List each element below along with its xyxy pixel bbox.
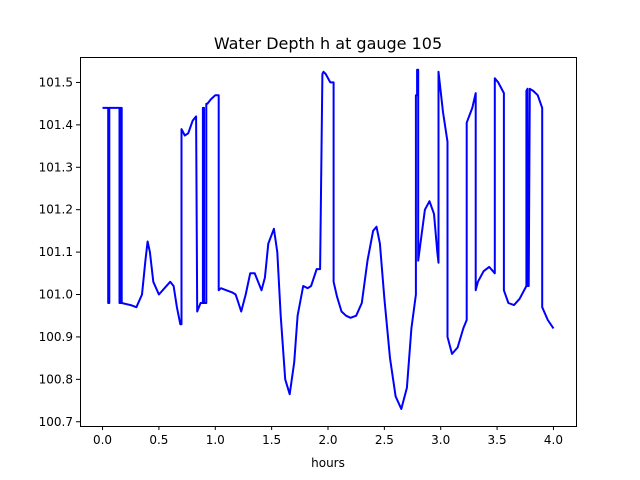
- x-axis-label: hours: [311, 456, 345, 470]
- y-tick-label: 101.2: [39, 203, 73, 217]
- x-tick-label: 2.0: [318, 433, 337, 447]
- y-tick-label: 100.9: [39, 330, 73, 344]
- y-tick-label: 101.3: [39, 160, 73, 174]
- x-tick-label: 3.0: [431, 433, 450, 447]
- y-tick-label: 100.8: [39, 372, 73, 386]
- x-tick-label: 4.0: [544, 433, 563, 447]
- x-tick-label: 3.5: [488, 433, 507, 447]
- chart-title: Water Depth h at gauge 105: [214, 34, 442, 53]
- x-tick-label: 0.5: [149, 433, 168, 447]
- y-tick-label: 101.4: [39, 118, 73, 132]
- y-axis: 100.7 100.8 100.9 101.0 101.1 101.2 101.3 101.4…: [39, 75, 80, 429]
- y-tick-label: 101.0: [39, 288, 73, 302]
- y-tick-label: 101.5: [39, 75, 73, 89]
- x-tick-label: 1.0: [206, 433, 225, 447]
- x-tick-label: 2.5: [375, 433, 394, 447]
- x-tick-label: 0.0: [93, 433, 112, 447]
- series-line-water-depth: [102, 68, 555, 410]
- plot-frame: [80, 57, 577, 427]
- x-axis: 0.0 0.5 1.0 1.5 2.0 2.5 3.0 3.5 4.0: [93, 426, 563, 447]
- y-tick-label: 100.7: [39, 415, 73, 429]
- x-tick-label: 1.5: [262, 433, 281, 447]
- y-tick-label: 101.1: [39, 245, 73, 259]
